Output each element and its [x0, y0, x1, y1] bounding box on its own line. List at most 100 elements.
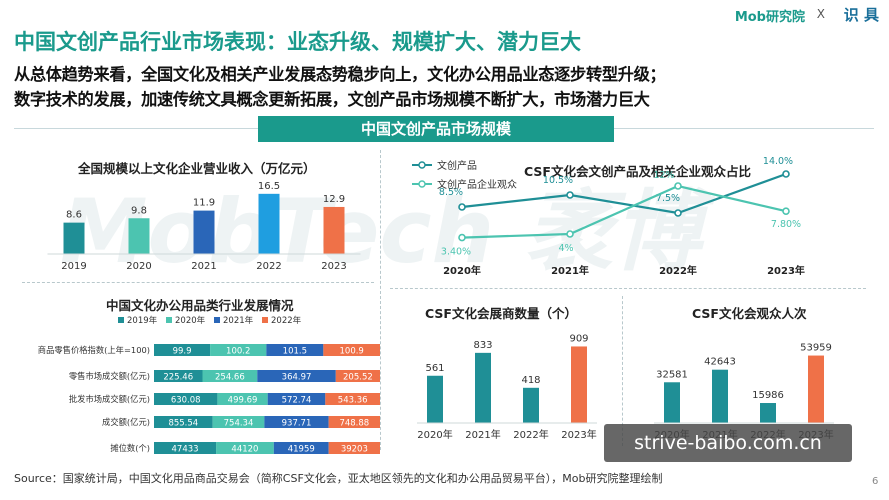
x-tick-label: 2020年 [417, 428, 452, 441]
x-tick-label: 2023年 [767, 264, 805, 277]
data-label: 4% [558, 243, 573, 254]
series-line-1 [461, 172, 787, 215]
legend-swatch [166, 317, 172, 323]
exhibitors-chart-title: CSF文化会展商数量（个） [425, 306, 577, 321]
bar [258, 193, 280, 254]
data-label: 748.88 [339, 419, 369, 429]
data-label: 15986 [752, 390, 784, 401]
data-label: 7.5% [656, 193, 680, 204]
vertical-divider [380, 150, 381, 450]
page-title: 中国文创产品行业市场表现：业态升级、规模扩大、潜力巨大 [14, 30, 581, 54]
legend-label: 2021年 [223, 315, 254, 326]
bar [523, 387, 539, 423]
data-label: 12% [653, 170, 674, 181]
data-label: 44120 [231, 445, 258, 455]
bar-segment [257, 370, 336, 382]
data-label: 418 [521, 375, 540, 386]
series-line-2 [461, 184, 787, 239]
data-label: 100.9 [340, 347, 364, 357]
legend-label: 文创产品 [437, 159, 477, 172]
data-label: 8.5% [439, 187, 463, 198]
bar-segment [273, 442, 329, 454]
site-watermark-badge: strive-baibo.com.cn [604, 424, 852, 462]
bar-segment [267, 393, 326, 405]
bar-segment [217, 393, 268, 405]
bar [323, 206, 345, 254]
csf-share-chart: 8.5% 10.5% 7.5% 14.0% 文创产品 3.40% 4% 12% 7.80% 文创产… [412, 156, 805, 277]
data-label: 543.36 [338, 396, 368, 406]
visitors-chart-title: CSF文化会观众人次 [692, 306, 807, 321]
x-tick-label: 2021年 [551, 264, 589, 277]
subtitle-line-2: 数字技术的发展，加速传统文具概念更新拓展，文创产品市场规模不断扩大，市场潜力巨大 [14, 90, 650, 109]
data-label: 32581 [656, 369, 688, 380]
bar-segment [154, 393, 218, 405]
subtitle-line-1: 从总体趋势来看，全国文化及相关产业发展态势稳步向上，文化办公用品业态逐步转型升级… [14, 65, 666, 84]
legend-marker [418, 161, 426, 169]
bar-segment [335, 370, 380, 382]
data-point [566, 191, 574, 199]
legend-label: 2019年 [127, 315, 158, 326]
legend-swatch [214, 317, 220, 323]
data-point [782, 207, 790, 216]
data-label: 41959 [288, 445, 315, 455]
data-label: 10.5% [543, 175, 573, 186]
bar-segment [328, 416, 380, 428]
data-label: 39203 [341, 445, 368, 455]
page-number: 6 [872, 476, 879, 487]
data-label: 16.5 [258, 181, 280, 192]
row-label: 摊位数(个) [110, 443, 150, 453]
legend-swatch [262, 317, 268, 323]
exhibitors-chart: 561 2020年 833 2021年 418 2022年 909 2023年 [417, 333, 597, 441]
data-label: 499.69 [228, 396, 258, 406]
bar [475, 352, 491, 423]
bar [664, 382, 680, 423]
vertical-divider [622, 296, 623, 446]
x-tick-label: 2023年 [561, 428, 596, 441]
bar [808, 355, 824, 423]
data-point [674, 209, 682, 217]
bar [193, 210, 215, 254]
x-tick-label: 2020年 [443, 264, 481, 277]
bar [712, 369, 728, 423]
x-tick-label: 2019 [61, 261, 86, 272]
row-label: 商品零售价格指数(上年=100) [38, 345, 150, 355]
bar-segment [154, 344, 211, 356]
data-point [566, 230, 574, 238]
data-label: 937.71 [282, 419, 312, 429]
data-point [782, 170, 790, 178]
revenue-chart-title: 全国规模以上文化企业营业收入（万亿元） [78, 161, 316, 176]
x-tick-label: 2021 [191, 261, 216, 272]
data-label: 3.40% [441, 247, 471, 258]
revenue-chart: 8.6 2019 9.8 2020 11.9 2021 16.5 2022 12.9 2023 [47, 181, 361, 272]
section-band: 中国文创产品市场规模 [258, 116, 614, 142]
data-point [674, 182, 682, 190]
bar-segment [210, 344, 267, 356]
x-tick-label: 2022年 [659, 264, 697, 277]
bar-segment [154, 442, 217, 454]
bar-segment [328, 442, 380, 454]
x-tick-label: 2021年 [465, 428, 500, 441]
bar-segment [154, 370, 203, 382]
data-label: 47433 [172, 445, 199, 455]
data-label: 561 [425, 363, 444, 374]
data-label: 101.5 [283, 347, 307, 357]
watermark-text: MobTech 袤博 [60, 180, 716, 283]
bar-segment [154, 416, 213, 428]
data-label: 572.74 [282, 396, 312, 406]
data-label: 14.0% [763, 156, 793, 167]
x-tick-label: 2023 [321, 261, 346, 272]
bar-segment [202, 370, 258, 382]
source-note: Source：国家统计局，中国文化用品商品交易会（简称CSF文化会，亚太地区领先… [14, 472, 663, 485]
data-label: 833 [473, 340, 492, 351]
bar [63, 222, 85, 254]
legend-label: 文创产品企业观众 [437, 178, 517, 191]
bar-segment [264, 416, 329, 428]
bar-segment [216, 442, 274, 454]
data-label: 53959 [800, 343, 832, 354]
data-label: 11.9 [193, 198, 215, 209]
legend-label: 2020年 [175, 315, 206, 326]
data-point [458, 203, 466, 211]
data-label: 12.9 [323, 194, 345, 205]
